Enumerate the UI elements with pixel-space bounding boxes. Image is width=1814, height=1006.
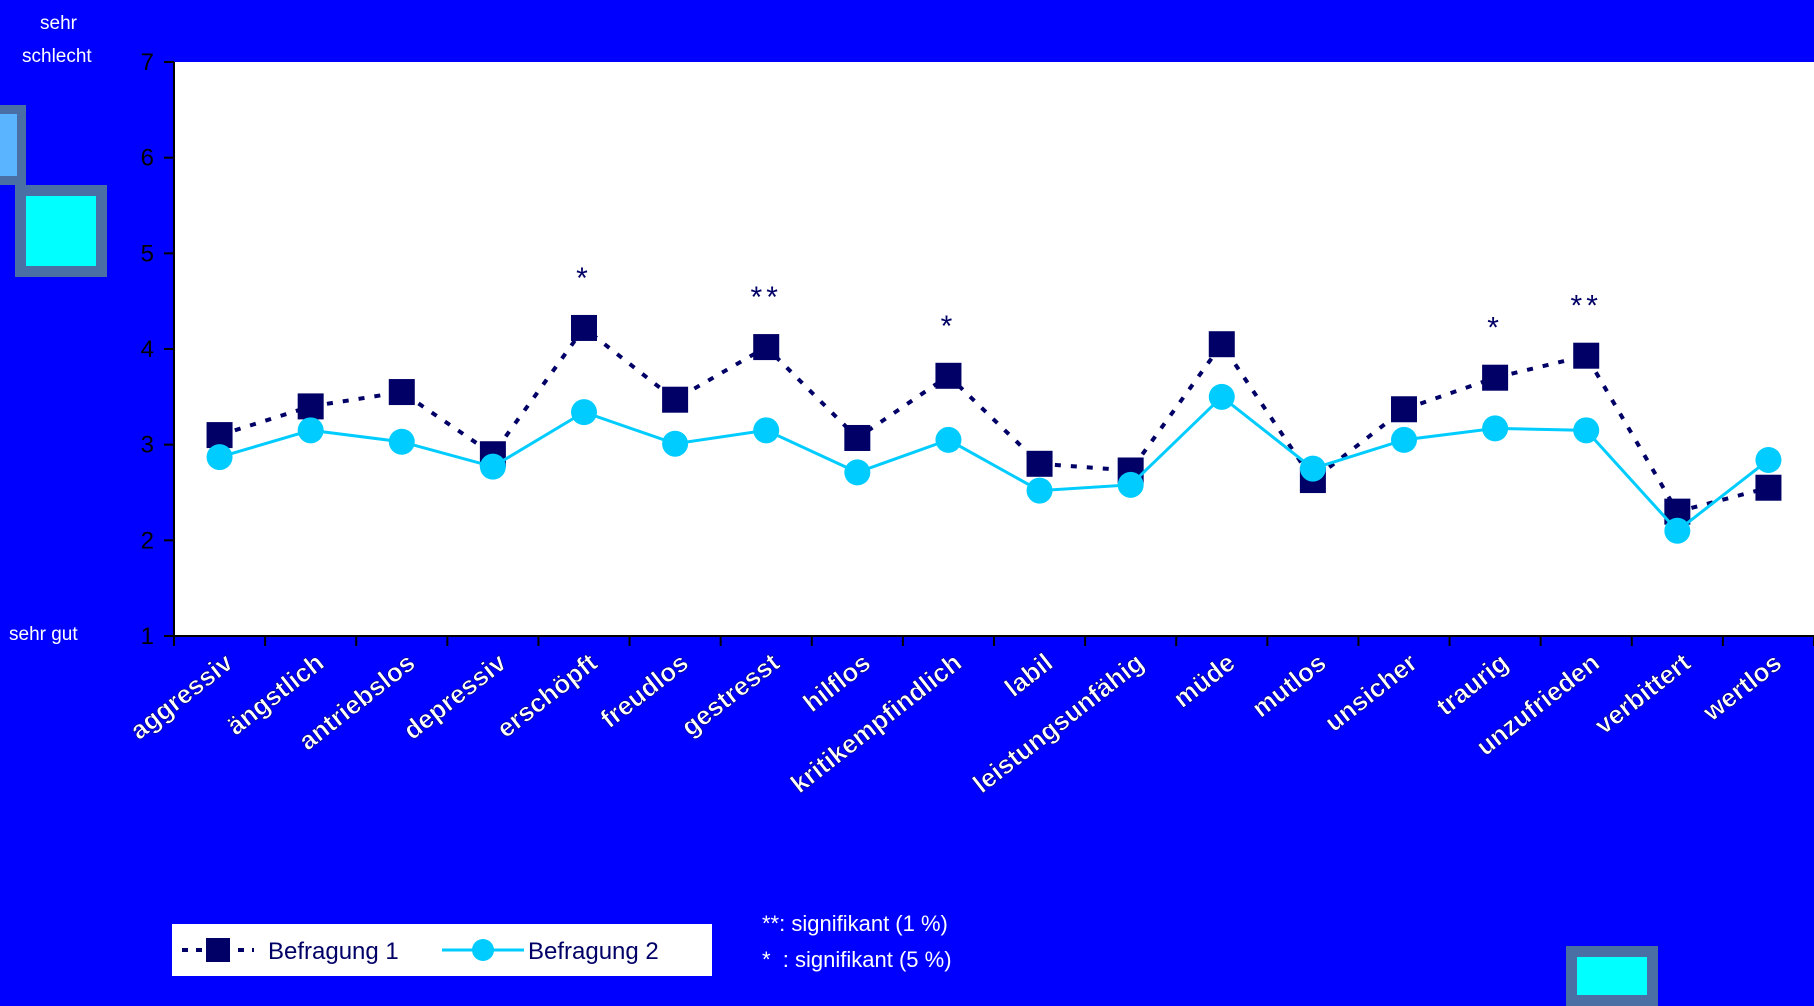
x-category-label: wertlos [1696,647,1787,727]
legend-swatch-marker-1 [206,938,230,962]
x-category-label: hilflos [797,647,876,718]
y-tick-label: 6 [141,145,154,172]
x-category-label: verbittert [1589,647,1697,740]
series-2-point [206,444,233,471]
series-2-point [479,453,506,480]
x-category-label: mutlos [1246,647,1332,723]
x-category-label: aggressiv [124,647,239,746]
y-tick-label: 4 [141,336,154,363]
decorative-square-cyan [15,185,107,277]
y-tick-label: 5 [141,240,154,267]
x-category-label: traurig [1430,647,1513,721]
series-2-point [1117,471,1144,498]
y-tick-label: 1 [141,623,154,650]
significance-mark: * [576,262,592,295]
significance-mark: ** [1571,290,1602,323]
series-2-point [1208,383,1235,410]
series-2-point [388,428,415,455]
y-tick-label: 2 [141,527,154,554]
series-1-point [753,334,780,361]
x-category-label: gestresst [675,647,785,742]
series-1-line [218,325,1769,514]
series-1-point [571,314,597,341]
x-category-label: labil [999,647,1058,703]
series-2-point [1573,417,1600,444]
series-2-point [1391,426,1417,453]
series-1-point [1482,364,1509,391]
series-1-point [297,393,324,420]
series-1-point [206,422,233,449]
series-2-point [662,430,689,457]
series-2-point [844,459,871,486]
series-2-point [1026,477,1053,504]
series-2-point [935,426,962,453]
decorative-square-light [0,105,26,185]
y-top-label-line1: sehr [40,13,78,34]
x-category-label: erschöpft [491,647,603,744]
series-1-point [388,379,415,406]
series-2-point [1664,517,1691,544]
series-2-line [219,394,1770,533]
significance-mark: * [941,310,957,343]
y-tick-label: 3 [141,432,154,459]
plot-area [174,62,1814,636]
series-2-point [1755,446,1782,473]
legend-label-2: Befragung 2 [528,938,659,965]
series-2-point [1299,455,1326,482]
x-category-label: unsicher [1319,647,1423,737]
series-2-point [571,399,597,426]
series-2-point [1482,415,1509,442]
legend-label-1: Befragung 1 [268,938,399,965]
series-1-point [844,424,871,451]
series-2-point [753,417,780,444]
series-1-point [1573,342,1600,369]
y-top-label-line2: schlecht [22,46,92,67]
series-1-point [1391,396,1417,423]
series-1-point [935,362,962,389]
significance-mark: * [1487,312,1503,345]
series-1-point [1026,450,1053,477]
x-category-label: müde [1167,647,1240,713]
series-1-point [1755,474,1782,501]
y-bottom-label: sehr gut [9,624,78,645]
x-category-label: depressiv [397,647,512,746]
footnote-2: * : signifikant (5 %) [762,947,952,972]
series-1-point [1208,331,1235,358]
x-category-label: leistungsunfähig [967,647,1149,799]
legend-swatch-marker-2 [472,939,494,961]
footnote-1: **: signifikant (1 %) [762,911,948,936]
series-2-point [297,417,324,444]
significance-mark: ** [751,281,782,314]
series-1-point [662,386,689,413]
x-category-label: kritikempfindlich [785,647,967,799]
y-tick-label: 7 [141,49,154,76]
